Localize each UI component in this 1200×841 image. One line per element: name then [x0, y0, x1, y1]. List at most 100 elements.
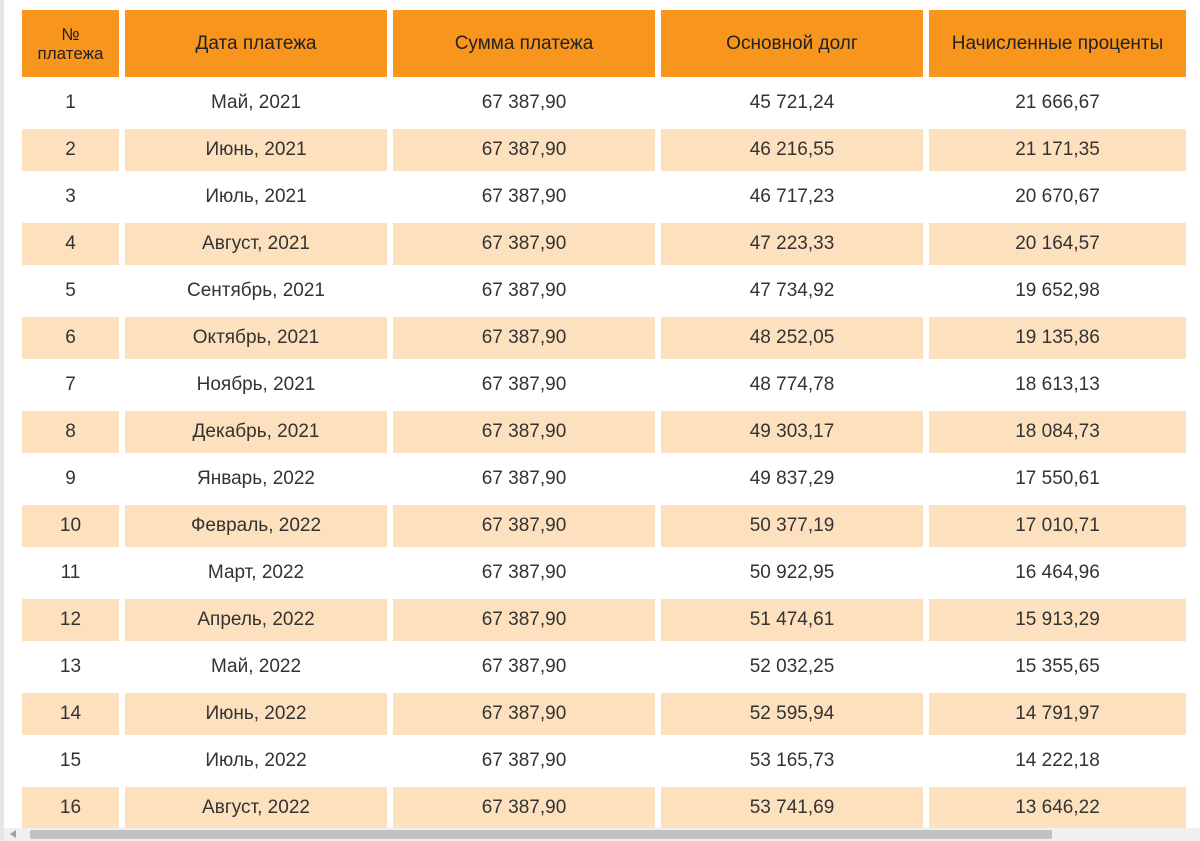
cell-payment-number: 14: [22, 693, 119, 735]
cell-principal: 50 922,95: [749, 562, 835, 583]
cell-principal: 53 165,73: [749, 750, 835, 771]
cell-payment-number: 2: [22, 129, 119, 171]
cell-interest: 14 222,18: [1015, 750, 1100, 771]
cell-payment-date: Январь, 2022: [197, 468, 315, 489]
cell-payment-date: Июнь, 2022: [125, 693, 387, 735]
cell-principal: 47 223,33: [661, 223, 923, 265]
header-principal: Основной долг: [661, 10, 923, 77]
cell-payment-number: 6: [22, 317, 119, 359]
cell-interest: 20 164,57: [929, 223, 1186, 265]
table-row: 5 Сентябрь, 2021 67 387,90 47 734,92 19 …: [22, 270, 1186, 312]
table-row: 2 Июнь, 2021 67 387,90 46 216,55 21 171,…: [22, 129, 1186, 171]
table-row: 12 Апрель, 2022 67 387,90 51 474,61 15 9…: [22, 599, 1186, 641]
table-row: 10 Февраль, 2022 67 387,90 50 377,19 17 …: [22, 505, 1186, 547]
cell-interest: 13 646,22: [929, 787, 1186, 829]
table-row: 13 Май, 2022 67 387,90 52 032,25 15 355,…: [22, 646, 1186, 688]
cell-interest: 17 010,71: [929, 505, 1186, 547]
cell-principal: 46 717,23: [749, 186, 835, 207]
cell-payment-amount: 67 387,90: [393, 693, 655, 735]
cell-payment-number: 4: [22, 223, 119, 265]
cell-interest: 14 791,97: [929, 693, 1186, 735]
header-payment-amount: Сумма платежа: [393, 10, 655, 77]
cell-payment-amount: 67 387,90: [393, 411, 655, 453]
cell-payment-amount: 67 387,90: [393, 129, 655, 171]
cell-payment-number: 3: [65, 186, 76, 207]
cell-payment-amount: 67 387,90: [481, 374, 567, 395]
cell-payment-date: Сентябрь, 2021: [187, 280, 325, 301]
cell-payment-date: Июнь, 2021: [125, 129, 387, 171]
cell-principal: 49 303,17: [661, 411, 923, 453]
cell-payment-date: Август, 2021: [125, 223, 387, 265]
cell-payment-number: 1: [65, 92, 76, 113]
cell-payment-number: 15: [59, 750, 82, 771]
cell-interest: 17 550,61: [1015, 468, 1100, 489]
table-header-row: № платежа Дата платежа Сумма платежа Осно…: [22, 10, 1186, 77]
cell-payment-amount: 67 387,90: [481, 186, 567, 207]
scrollbar-thumb[interactable]: [30, 830, 1052, 839]
cell-payment-number: 10: [22, 505, 119, 547]
table-row: 1 Май, 2021 67 387,90 45 721,24 21 666,6…: [22, 82, 1186, 124]
table-row: 4 Август, 2021 67 387,90 47 223,33 20 16…: [22, 223, 1186, 265]
cell-payment-date: Апрель, 2022: [125, 599, 387, 641]
cell-payment-date: Июль, 2022: [205, 750, 307, 771]
cell-payment-date: Май, 2021: [210, 92, 302, 113]
cell-interest: 18 613,13: [1015, 374, 1100, 395]
cell-principal: 52 032,25: [749, 656, 835, 677]
header-payment-number: № платежа: [22, 10, 119, 77]
cell-payment-amount: 67 387,90: [393, 787, 655, 829]
cell-interest: 20 670,67: [1015, 186, 1100, 207]
cell-interest: 18 084,73: [929, 411, 1186, 453]
cell-payment-number: 13: [59, 656, 82, 677]
cell-principal: 48 252,05: [661, 317, 923, 359]
cell-payment-date: Декабрь, 2021: [125, 411, 387, 453]
cell-payment-number: 12: [22, 599, 119, 641]
table-row: 11 Март, 2022 67 387,90 50 922,95 16 464…: [22, 552, 1186, 594]
cell-payment-amount: 67 387,90: [393, 223, 655, 265]
cell-payment-number: 9: [65, 468, 76, 489]
cell-principal: 50 377,19: [661, 505, 923, 547]
table-row: 3 Июль, 2021 67 387,90 46 717,23 20 670,…: [22, 176, 1186, 218]
cell-payment-amount: 67 387,90: [481, 562, 567, 583]
cell-payment-number: 5: [65, 280, 76, 301]
cell-principal: 47 734,92: [749, 280, 835, 301]
cell-principal: 45 721,24: [749, 92, 835, 113]
cell-principal: 53 741,69: [661, 787, 923, 829]
table-row: 15 Июль, 2022 67 387,90 53 165,73 14 222…: [22, 740, 1186, 782]
cell-payment-amount: 67 387,90: [393, 505, 655, 547]
cell-interest: 19 652,98: [1015, 280, 1100, 301]
table-row: 8 Декабрь, 2021 67 387,90 49 303,17 18 0…: [22, 411, 1186, 453]
cell-interest: 21 171,35: [929, 129, 1186, 171]
cell-payment-number: 16: [22, 787, 119, 829]
cell-payment-amount: 67 387,90: [393, 599, 655, 641]
chevron-left-icon[interactable]: [10, 830, 16, 838]
table-row: 6 Октябрь, 2021 67 387,90 48 252,05 19 1…: [22, 317, 1186, 359]
horizontal-scrollbar[interactable]: [4, 828, 1200, 841]
cell-principal: 49 837,29: [749, 468, 835, 489]
cell-interest: 19 135,86: [929, 317, 1186, 359]
cell-principal: 46 216,55: [661, 129, 923, 171]
cell-interest: 21 666,67: [1015, 92, 1100, 113]
left-border: [0, 0, 4, 841]
header-interest: Начисленные проценты: [929, 10, 1186, 77]
cell-principal: 48 774,78: [749, 374, 835, 395]
cell-payment-number: 11: [60, 562, 81, 583]
table-row: 9 Январь, 2022 67 387,90 49 837,29 17 55…: [22, 458, 1186, 500]
cell-payment-date: Май, 2022: [210, 656, 302, 677]
table-row: 7 Ноябрь, 2021 67 387,90 48 774,78 18 61…: [22, 364, 1186, 406]
cell-payment-date: Июль, 2021: [205, 186, 307, 207]
cell-payment-amount: 67 387,90: [481, 92, 567, 113]
cell-payment-amount: 67 387,90: [481, 280, 567, 301]
cell-payment-date: Август, 2022: [125, 787, 387, 829]
cell-payment-number: 8: [22, 411, 119, 453]
cell-principal: 51 474,61: [661, 599, 923, 641]
cell-interest: 15 913,29: [929, 599, 1186, 641]
cell-payment-date: Ноябрь, 2021: [196, 374, 316, 395]
cell-payment-amount: 67 387,90: [481, 656, 567, 677]
table-row: 16 Август, 2022 67 387,90 53 741,69 13 6…: [22, 787, 1186, 829]
table-row: 14 Июнь, 2022 67 387,90 52 595,94 14 791…: [22, 693, 1186, 735]
cell-principal: 52 595,94: [661, 693, 923, 735]
cell-payment-date: Октябрь, 2021: [125, 317, 387, 359]
cell-interest: 15 355,65: [1015, 656, 1100, 677]
cell-interest: 16 464,96: [1015, 562, 1100, 583]
